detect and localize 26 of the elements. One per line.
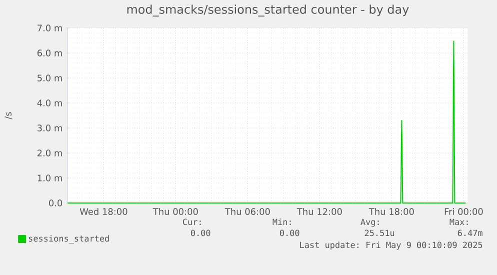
text: 0.00 <box>280 230 300 236</box>
x-tick-label: Thu 00:00 <box>152 208 198 215</box>
x-tick-label: Fri 00:00 <box>444 208 483 215</box>
y-tick-label: 1.0 m <box>38 174 62 182</box>
text: 0.00 <box>190 230 210 236</box>
text: Min: <box>272 218 291 225</box>
text: Cur: <box>182 218 201 226</box>
text: 25.51u <box>364 230 394 236</box>
text: Last update: Fri May 9 00:10:09 2025 <box>300 242 482 250</box>
chart-title: mod_smacks/sessions_started counter - by day <box>127 4 409 16</box>
x-tick-label: Wed 18:00 <box>80 208 128 215</box>
y-tick-label: 7.0 m <box>38 24 62 32</box>
text: Avg: <box>360 218 379 227</box>
y-tick-label: 5.0 m <box>38 74 62 82</box>
x-tick-label: Thu 18:00 <box>368 208 414 215</box>
y-axis-title: /s <box>4 112 12 120</box>
text: 6.47m <box>458 230 482 236</box>
y-tick-label: 2.0 m <box>37 150 62 156</box>
y-tick-label: 4.0 m <box>37 100 62 106</box>
y-tick-label: 0.0 <box>49 200 62 206</box>
y-tick-label: 3.0 m <box>38 124 62 132</box>
x-tick-label: Thu 12:00 <box>296 208 342 215</box>
x-tick-label: Thu 06:00 <box>224 208 270 215</box>
y-tick-label: 6.0 m <box>37 50 62 56</box>
legend-label: sessions_started <box>28 235 109 244</box>
text: Max: <box>450 218 468 226</box>
